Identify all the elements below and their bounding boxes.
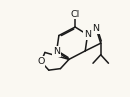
Text: N: N bbox=[93, 24, 100, 33]
Text: N: N bbox=[84, 30, 91, 39]
Text: N: N bbox=[53, 47, 60, 56]
Text: O: O bbox=[37, 57, 45, 66]
Text: Cl: Cl bbox=[71, 10, 80, 19]
